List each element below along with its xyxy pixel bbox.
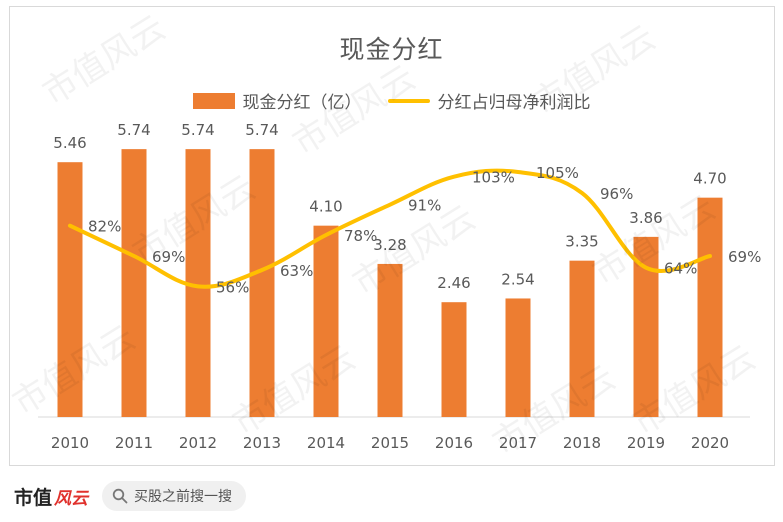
x-tick-2011: 2011	[115, 434, 153, 452]
search-icon	[112, 488, 128, 504]
x-tick-2017: 2017	[499, 434, 537, 452]
chart-plot: 5.46 2010 5.74 2011 5.74 2012 5.74 2013 4.10 2014…	[6, 8, 763, 464]
logo-accent-text: 风云	[54, 488, 89, 509]
bar-2017	[505, 298, 531, 417]
legend-item-line: 分红占归母净利润比	[387, 88, 591, 113]
bar-2015	[377, 263, 403, 417]
watermark-text: 市值风云	[226, 338, 363, 444]
bar-label-2016: 2.46	[437, 274, 470, 292]
footer-bar: 市值 风云 买股之前搜一搜	[0, 470, 783, 522]
line-label-2010: 82%	[88, 218, 121, 236]
line-label-2011: 69%	[152, 248, 185, 266]
logo-main-text: 市值	[14, 486, 53, 509]
x-tick-2014: 2014	[307, 434, 345, 452]
watermark-text: 市值风云	[36, 8, 173, 114]
bar-2011	[121, 149, 147, 417]
line-label-2013: 63%	[280, 262, 313, 280]
legend-item-bar: 现金分红（亿）	[192, 88, 362, 113]
x-tick-2020: 2020	[691, 434, 729, 452]
bar-label-2019: 3.86	[629, 209, 662, 227]
chart-legend: 现金分红（亿） 分红占归母净利润比	[0, 88, 783, 113]
line-label-2012: 56%	[216, 278, 249, 296]
x-tick-2010: 2010	[51, 434, 89, 452]
line-label-2017: 105%	[536, 164, 579, 182]
x-tick-2018: 2018	[563, 434, 601, 452]
legend-line-swatch	[387, 98, 430, 103]
x-tick-2013: 2013	[243, 434, 281, 452]
bar-label-2018: 3.35	[565, 233, 598, 251]
bar-2020	[697, 197, 723, 417]
line-series	[68, 168, 712, 289]
bar-label-2020: 4.70	[693, 170, 726, 188]
bar-label-2010: 5.46	[53, 134, 86, 152]
watermark-text: 市值风云	[286, 58, 423, 164]
x-tick-2019: 2019	[627, 434, 665, 452]
bar-label-2017: 2.54	[501, 270, 534, 288]
line-label-2015: 91%	[408, 197, 441, 215]
line-label-2018: 96%	[600, 185, 633, 203]
bar-label-2014: 4.10	[309, 198, 342, 216]
search-placeholder: 买股之前搜一搜	[134, 489, 233, 505]
x-tick-2016: 2016	[435, 434, 473, 452]
bar-2010	[57, 162, 83, 417]
bar-label-2013: 5.74	[245, 121, 278, 139]
bar-label-2012: 5.74	[181, 121, 214, 139]
x-tick-2012: 2012	[179, 434, 217, 452]
bar-2013	[249, 149, 275, 417]
legend-bar-label: 现金分红（亿）	[242, 93, 362, 113]
legend-line-label: 分红占归母净利润比	[437, 93, 591, 113]
bar-2014	[313, 225, 339, 417]
line-label-2020: 69%	[728, 248, 761, 266]
legend-bar-swatch	[192, 92, 235, 109]
line-label-2016: 103%	[472, 169, 515, 187]
watermark-text: 市值风云	[526, 18, 663, 124]
bar-2016	[441, 302, 467, 417]
brand-logo[interactable]: 市值 风云	[14, 483, 88, 510]
search-box[interactable]: 买股之前搜一搜	[102, 481, 247, 511]
x-tick-2015: 2015	[371, 434, 409, 452]
bar-label-2011: 5.74	[117, 121, 150, 139]
line-label-2014: 78%	[344, 227, 377, 245]
line-label-2019: 64%	[664, 260, 697, 278]
bar-label-2015: 3.28	[373, 236, 406, 254]
bar-2018	[569, 260, 595, 417]
chart-title: 现金分红	[339, 35, 444, 64]
